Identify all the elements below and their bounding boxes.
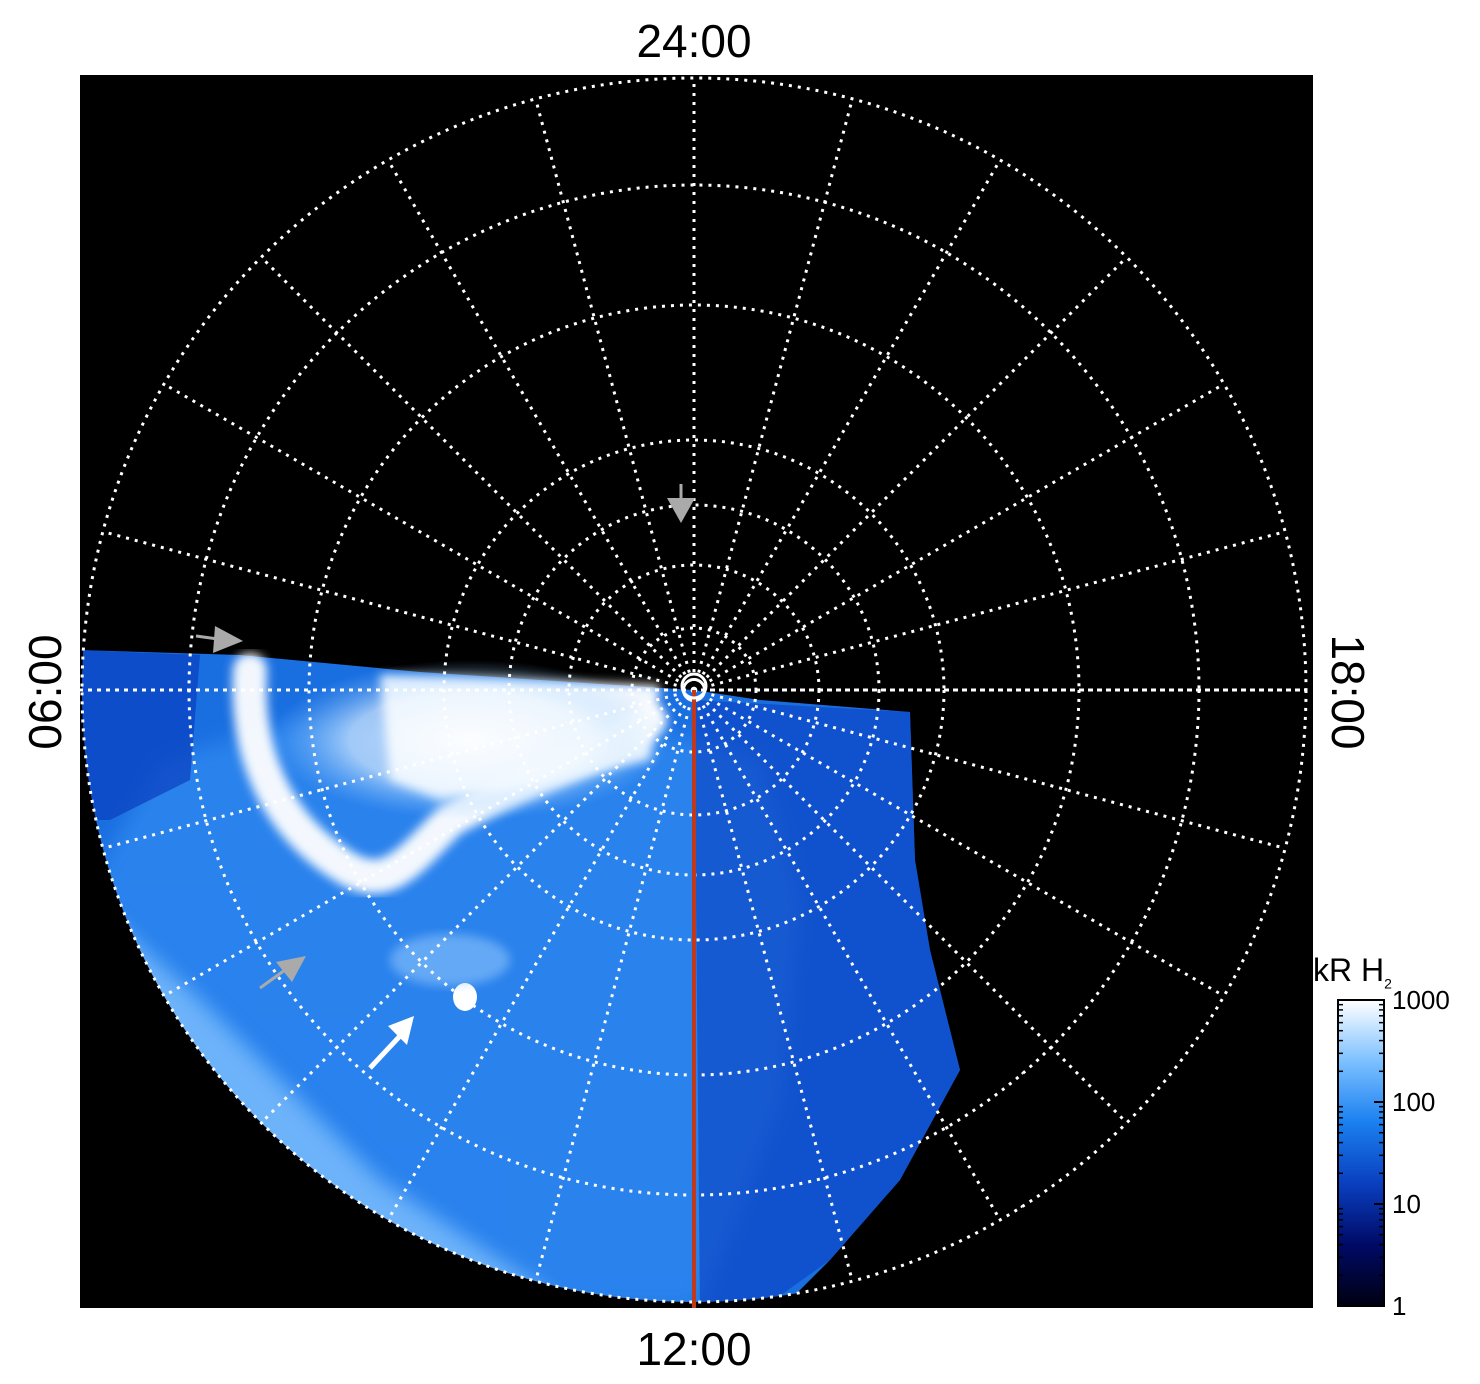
grid-meridian — [693, 530, 1286, 692]
gray-arrow-lower — [259, 956, 306, 990]
grid-meridian — [260, 688, 696, 1124]
colorbar-unit-subscript: 2 — [1384, 975, 1392, 992]
colorbar-title: kR H2 — [1313, 954, 1392, 990]
colorbar-gradient — [1337, 999, 1385, 1307]
annotation-arrows — [195, 484, 695, 1070]
polar-bright-glow — [270, 660, 670, 820]
local-time-label-top: 24:00 — [636, 15, 752, 67]
colorbar-unit: kR H — [1313, 952, 1385, 988]
grid-meridian — [260, 256, 696, 692]
emission-map — [82, 650, 960, 1302]
colorbar: 1000 100 10 1 — [1337, 985, 1450, 1321]
faint-arc-glow — [390, 934, 510, 986]
colorbar-tick-label: 1000 — [1392, 985, 1450, 1015]
grid-meridian — [693, 382, 1225, 692]
bright-spot — [453, 983, 477, 1011]
colorbar-tick-label: 100 — [1392, 1087, 1435, 1117]
colorbar-tick-label: 10 — [1392, 1189, 1421, 1219]
local-time-label-left: 06:00 — [19, 634, 71, 750]
grid-meridian — [163, 382, 695, 692]
grid-meridian — [386, 689, 696, 1221]
colorbar-tick-label: 1 — [1392, 1291, 1406, 1321]
grid-meridian — [163, 688, 695, 998]
grid-meridian — [534, 98, 696, 691]
grid-meridian — [692, 256, 1128, 692]
grid-meridian — [692, 689, 854, 1282]
colorbar-ticks: 1000 100 10 1 — [1338, 985, 1450, 1321]
grid-meridian — [693, 688, 1286, 850]
grid-meridian — [692, 688, 1128, 1124]
local-time-label-right: 18:00 — [1322, 634, 1374, 750]
emission-dawn-edge-dim — [82, 650, 200, 820]
grid-meridian — [692, 689, 1002, 1221]
local-time-label-bottom: 12:00 — [636, 1323, 752, 1375]
grid-meridian — [692, 98, 854, 691]
grid-meridian — [102, 688, 695, 850]
pole-marker — [680, 672, 708, 700]
gray-arrow-top — [667, 484, 695, 523]
grid-meridian — [693, 688, 1225, 998]
grid-meridian — [692, 159, 1002, 691]
grid-meridian — [534, 689, 696, 1282]
grid-meridian — [102, 530, 695, 692]
white-arrow-lower — [368, 1016, 414, 1070]
emission-dusk-dim — [694, 700, 960, 1302]
grid-meridian — [386, 159, 696, 691]
gray-arrow-dawn — [195, 626, 243, 653]
